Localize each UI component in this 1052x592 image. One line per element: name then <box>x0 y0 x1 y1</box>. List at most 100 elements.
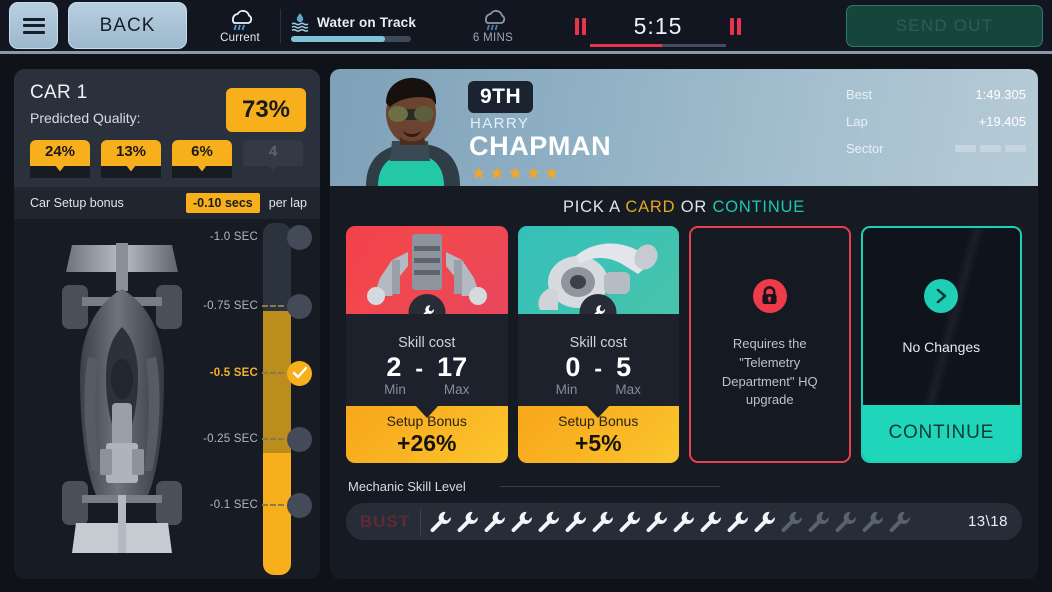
setup-bonus-value: -0.10 secs <box>185 193 260 213</box>
tick-dash <box>262 438 284 440</box>
wrench-icon <box>727 511 748 532</box>
quality-badge: 24% <box>30 140 90 178</box>
water-waves-icon <box>291 13 309 32</box>
engine-icon <box>367 234 487 305</box>
setup-bonus-label: Setup Bonus <box>386 412 467 429</box>
wrench-icon <box>889 511 910 532</box>
hamburger-icon <box>22 17 45 34</box>
pause-icon <box>730 17 742 35</box>
mechanic-skill-header: Mechanic Skill Level <box>330 463 1038 494</box>
bust-label: BUST <box>359 511 411 531</box>
card-skill-cost: Skill cost 2 - 17 Min Max <box>346 314 508 406</box>
setup-knob[interactable] <box>287 492 312 518</box>
wrench-icon <box>673 511 694 532</box>
quality-badge: 13% <box>101 140 161 178</box>
wrench-icon <box>862 511 883 532</box>
send-out-label: SEND OUT <box>895 16 994 35</box>
skill-cost-dash: - <box>415 355 424 381</box>
setup-tick-label: -1.0 SEC <box>209 231 258 243</box>
star-icon: ★ <box>525 164 541 183</box>
wrench-badge <box>408 294 446 314</box>
car-setup-panel: CAR 1 Predicted Quality: 73% 24% 13% 6% <box>14 69 320 579</box>
setup-tick[interactable]: -0.25 SEC <box>200 426 312 452</box>
setup-card-engine[interactable]: Skill cost 2 - 17 Min Max Setup Bonus +2… <box>346 226 508 463</box>
driver-rating: ★ ★ ★ ★ ★ <box>471 165 559 182</box>
continue-card-label: No Changes <box>902 338 981 355</box>
send-out-button[interactable]: SEND OUT <box>846 5 1043 47</box>
wrench-icon <box>646 511 667 532</box>
wrench-icon <box>423 305 434 314</box>
driver-banner: 9TH HARRY CHAPMAN ★ ★ ★ ★ ★ Best 1:49.305 La… <box>330 69 1038 186</box>
track-status: Water on Track <box>290 9 450 42</box>
chevron-right-icon <box>924 278 959 313</box>
divider <box>280 8 281 43</box>
driver-stats: Best 1:49.305 Lap +19.405 Sector <box>846 87 1026 168</box>
stat-value: 1:49.305 <box>975 87 1026 102</box>
weather-current-label: Current <box>220 32 260 44</box>
wrench-icon <box>565 511 586 532</box>
wrench-icon <box>754 511 775 532</box>
driver-avatar <box>366 77 460 186</box>
wrench-icon <box>781 511 802 532</box>
star-icon: ★ <box>489 164 505 183</box>
card-skill-cost: Skill cost 0 - 5 Min Max <box>517 314 679 406</box>
stat-value: +19.405 <box>978 114 1026 129</box>
setup-knob[interactable] <box>287 224 312 250</box>
sector-bar <box>1005 145 1026 152</box>
setup-card-turbo[interactable]: Skill cost 0 - 5 Min Max Setup Bonus +5% <box>517 226 679 463</box>
setup-knob[interactable] <box>287 426 312 452</box>
setup-tick[interactable]: -0.75 SEC <box>200 293 312 319</box>
setup-tick[interactable]: -1.0 SEC <box>200 224 312 250</box>
skill-cost-label: Skill cost <box>398 335 456 351</box>
setup-bonus-value: +26% <box>397 429 457 456</box>
sector-bar <box>955 145 976 152</box>
quality-main-badge: 73% <box>226 88 306 132</box>
setup-scale: -1.0 SEC -0.75 SEC -0.5 SEC <box>200 223 312 575</box>
setup-tick[interactable]: -0.1 SEC <box>200 492 312 518</box>
max-label: Max <box>615 382 641 397</box>
min-label: Min <box>384 382 406 397</box>
lock-icon <box>752 278 787 313</box>
quality-badge: 6% <box>172 140 232 178</box>
setup-tick-label: -0.5 SEC <box>209 367 258 379</box>
max-label: Max <box>443 382 470 397</box>
tick-dash <box>262 372 284 374</box>
rain-cloud-icon <box>484 10 506 31</box>
tick-dash <box>262 504 284 506</box>
pick-heading: PICK A CARD OR CONTINUE <box>330 186 1038 226</box>
continue-card[interactable]: No Changes CONTINUE <box>860 226 1022 463</box>
locked-card: Requires the "Telemetry Department" HQ u… <box>689 226 851 463</box>
skill-cost-min: 2 <box>386 352 402 382</box>
wrench-badge <box>579 294 617 314</box>
skill-cost-max: 17 <box>437 352 468 382</box>
skill-cost-label: Skill cost <box>569 335 627 351</box>
stat-row: Best 1:49.305 <box>846 87 1026 102</box>
track-progress-bar <box>291 36 411 42</box>
continue-card-top: No Changes <box>862 228 1021 405</box>
rain-cloud-icon <box>231 10 253 31</box>
quality-badge-value: 24% <box>44 143 76 160</box>
setup-knob-selected[interactable] <box>287 360 312 386</box>
divider <box>499 486 720 487</box>
star-icon: ★ <box>544 164 560 183</box>
continue-button[interactable]: CONTINUE <box>862 405 1020 461</box>
car-panel-header: CAR 1 Predicted Quality: 73% 24% 13% 6% <box>14 69 320 187</box>
back-button[interactable]: BACK <box>68 2 187 49</box>
menu-button[interactable] <box>9 2 58 49</box>
setup-slider-track[interactable] <box>263 223 291 575</box>
weather-forecast: 6 MINS <box>460 7 526 44</box>
setup-knob[interactable] <box>287 293 312 319</box>
wrench-icon <box>835 511 856 532</box>
setup-tick-selected[interactable]: -0.5 SEC <box>200 360 312 386</box>
skill-cost-dash: - <box>594 355 603 381</box>
setup-tick-label: -0.25 SEC <box>203 433 258 445</box>
min-label: Min <box>555 382 578 397</box>
pause-icon <box>574 17 586 35</box>
quality-badge-row: 24% 13% 6% 4 <box>30 140 303 178</box>
wrench-icon <box>484 511 505 532</box>
wrench-icon <box>457 511 478 532</box>
f1-car-top-view <box>62 243 182 553</box>
stat-row: Sector <box>846 141 1026 156</box>
wrench-icon <box>511 511 532 532</box>
